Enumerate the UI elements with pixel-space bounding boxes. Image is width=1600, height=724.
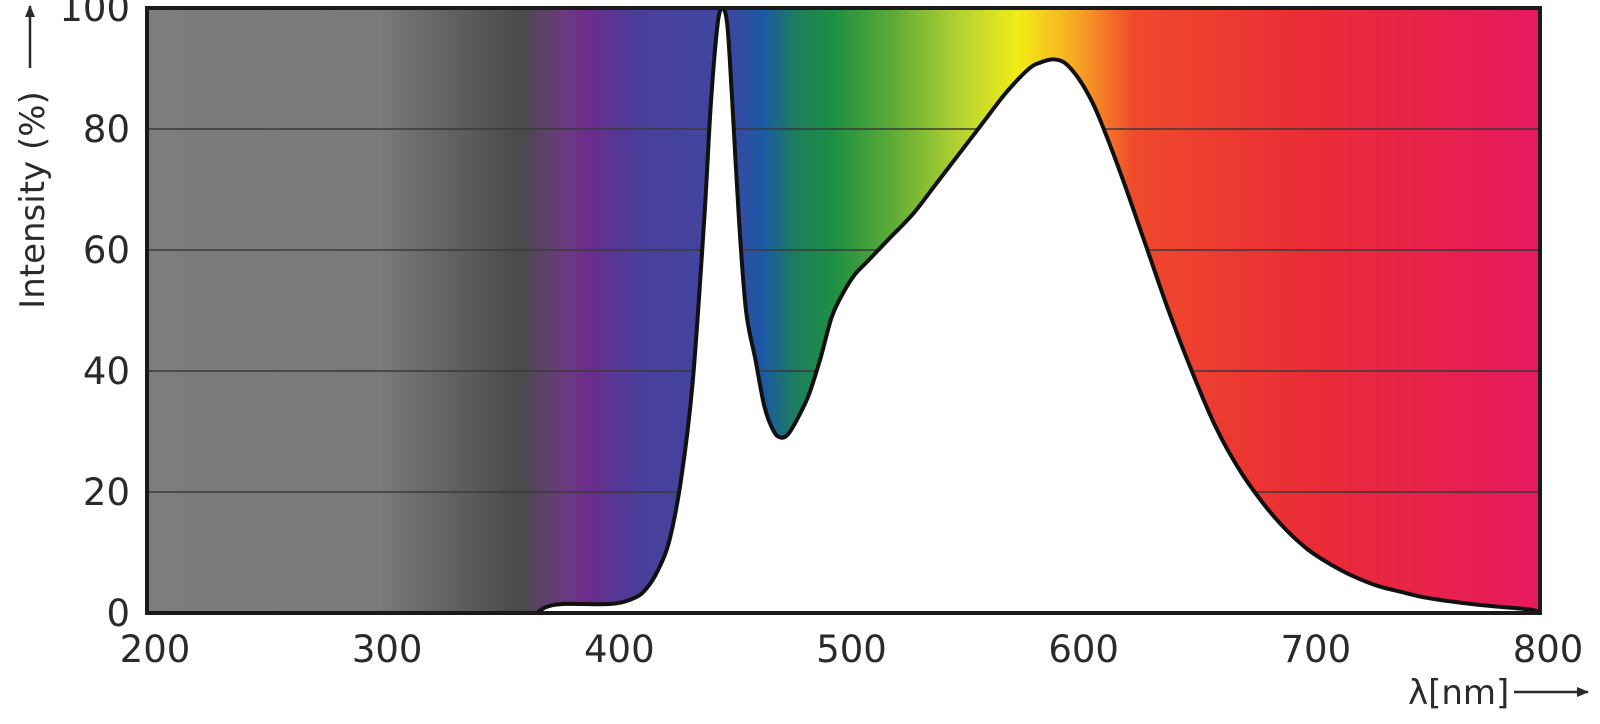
x-tick-label-500: 500 bbox=[816, 628, 887, 671]
y-tick-label-60: 60 bbox=[83, 229, 130, 272]
x-tick-label-700: 700 bbox=[1281, 628, 1352, 671]
x-tick-label-400: 400 bbox=[584, 628, 655, 671]
y-tick-label-20: 20 bbox=[83, 471, 130, 514]
x-axis-label: λ[nm] bbox=[1408, 673, 1509, 713]
x-tick-label-800: 800 bbox=[1513, 628, 1584, 671]
y-tick-label-80: 80 bbox=[83, 108, 130, 151]
y-tick-label-40: 40 bbox=[83, 350, 130, 393]
y-tick-label-0: 0 bbox=[106, 592, 130, 635]
y-axis-label: Intensity (%) bbox=[13, 91, 53, 309]
x-tick-label-600: 600 bbox=[1048, 628, 1119, 671]
intensity-curve bbox=[535, 6, 1542, 615]
x-tick-label-300: 300 bbox=[352, 628, 423, 671]
plot-frame bbox=[145, 6, 1542, 615]
x-tick-label-200: 200 bbox=[120, 628, 191, 671]
y-tick-label-100: 100 bbox=[59, 0, 130, 30]
